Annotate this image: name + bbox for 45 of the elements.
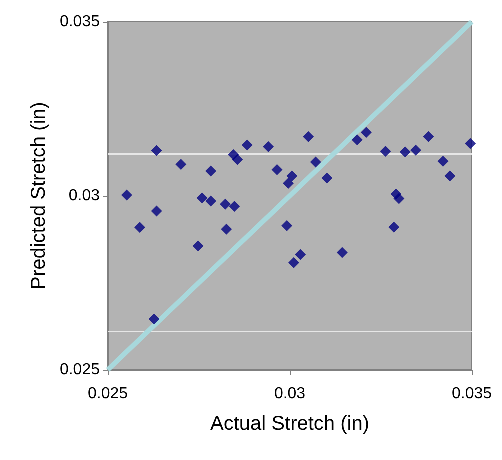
point <box>192 240 204 252</box>
point <box>263 141 274 152</box>
point <box>310 156 322 168</box>
point <box>196 192 208 204</box>
point <box>232 154 244 166</box>
point <box>229 200 240 212</box>
point <box>388 222 400 233</box>
point <box>303 131 314 142</box>
point <box>360 127 372 138</box>
y-tick-label: 0.035 <box>60 14 100 30</box>
point <box>272 164 283 176</box>
y-tick-label: 0.025 <box>60 362 100 378</box>
point <box>206 166 217 177</box>
point <box>220 198 232 210</box>
point <box>380 146 392 157</box>
point <box>151 206 162 217</box>
point <box>400 146 411 158</box>
point <box>151 145 162 156</box>
point <box>295 249 306 260</box>
point <box>438 156 449 168</box>
point <box>286 170 298 182</box>
point <box>176 159 187 170</box>
point <box>336 247 348 258</box>
x-axis-title: Actual Stretch (in) <box>210 413 370 435</box>
point <box>134 222 146 234</box>
point <box>148 314 160 325</box>
point <box>282 220 293 232</box>
point <box>322 172 333 184</box>
point <box>394 193 405 204</box>
x-tick-label: 0.03 <box>274 386 306 402</box>
point <box>465 138 476 150</box>
point <box>283 178 294 189</box>
point <box>206 196 217 207</box>
y-tick-label: 0.03 <box>68 188 100 204</box>
point <box>423 131 434 142</box>
point <box>121 190 132 201</box>
point <box>410 144 422 156</box>
point <box>288 257 300 268</box>
point <box>242 140 253 151</box>
point <box>221 224 232 235</box>
x-tick-label: 0.025 <box>88 386 128 402</box>
y-axis-title: Predicted Stretch (in) <box>28 102 50 290</box>
x-tick-label: 0.035 <box>452 386 492 402</box>
point <box>444 170 456 182</box>
point <box>352 134 363 146</box>
